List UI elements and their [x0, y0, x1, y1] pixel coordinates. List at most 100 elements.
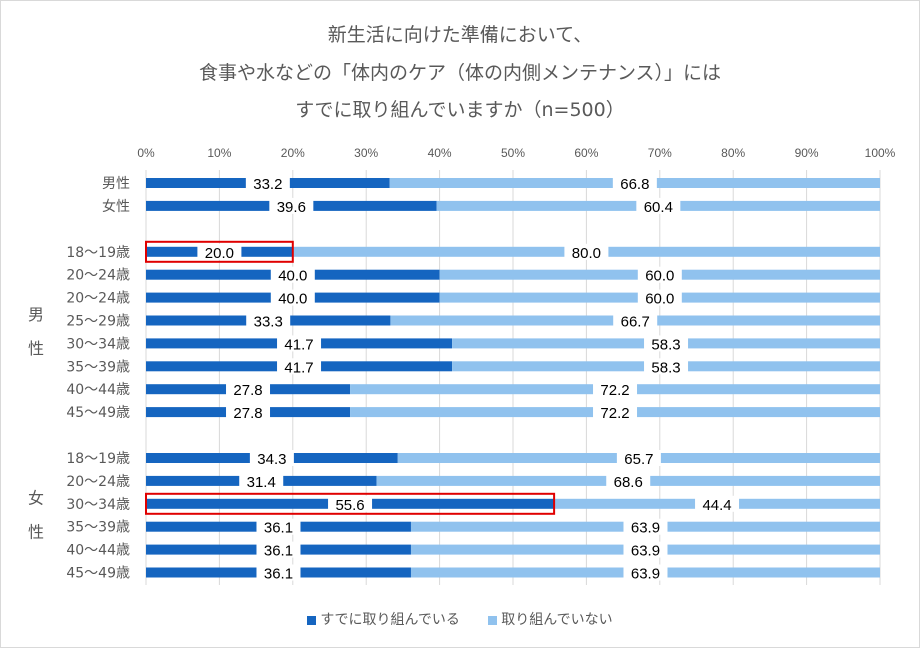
data-label-background	[637, 289, 682, 306]
x-tick-label: 0%	[137, 146, 155, 160]
data-label: 40.0	[278, 268, 307, 285]
data-label-background	[226, 381, 271, 398]
group-label: 性	[28, 522, 44, 541]
category-label: 20〜24歳	[66, 268, 130, 284]
data-label: 68.6	[614, 474, 643, 491]
legend-item-series-2: 取り組んでいない	[488, 609, 613, 629]
data-label-background	[616, 450, 661, 466]
x-tick-label: 80%	[721, 146, 745, 160]
category-label: 男性	[102, 176, 130, 192]
data-label-background	[270, 289, 315, 306]
data-label-background	[256, 564, 301, 581]
data-label: 44.4	[702, 497, 731, 514]
data-label-background	[249, 450, 294, 466]
category-label: 35〜39歳	[66, 520, 130, 536]
category-label: 25〜29歳	[66, 314, 130, 330]
data-label: 60.0	[645, 268, 674, 285]
data-label: 66.7	[621, 314, 650, 331]
data-label-background	[623, 541, 668, 558]
x-tick-label: 50%	[501, 146, 525, 160]
data-label: 72.2	[600, 382, 629, 399]
data-label: 60.0	[645, 291, 674, 308]
data-label: 80.0	[572, 245, 601, 262]
data-label: 41.7	[284, 336, 313, 353]
legend: すでに取り組んでいる 取り組んでいない	[0, 609, 920, 629]
data-label: 63.9	[631, 520, 660, 537]
data-label-background	[256, 518, 301, 535]
category-label: 35〜39歳	[66, 359, 130, 375]
data-label: 63.9	[631, 543, 660, 560]
data-label-background	[277, 358, 322, 375]
data-label-background	[256, 541, 301, 558]
data-label: 63.9	[631, 566, 660, 583]
category-label: 女性	[102, 198, 130, 215]
x-tick-label: 30%	[354, 146, 378, 160]
data-label-background	[593, 404, 638, 421]
data-label-background	[612, 175, 657, 191]
chart-title-line-3: すでに取り組んでいますか（n=500）	[295, 99, 625, 121]
x-tick-label: 60%	[574, 146, 598, 160]
data-label: 33.3	[254, 314, 283, 331]
legend-item-series-1: すでに取り組んでいる	[307, 609, 460, 629]
data-label: 66.8	[620, 176, 649, 193]
data-label: 58.3	[651, 359, 680, 376]
x-tick-label: 10%	[207, 146, 231, 160]
category-label: 45〜49歳	[66, 405, 130, 421]
data-label: 72.2	[600, 405, 629, 422]
category-label: 18〜19歳	[66, 451, 130, 467]
data-label: 40.0	[278, 291, 307, 308]
data-label-background	[277, 335, 322, 352]
data-label: 36.1	[264, 520, 293, 537]
data-label-background	[606, 472, 651, 489]
group-label: 女	[28, 488, 44, 507]
data-label-background	[613, 312, 658, 329]
data-label-background	[695, 495, 740, 512]
data-label: 41.7	[284, 359, 313, 376]
highlight-box	[145, 492, 556, 515]
data-label-background	[246, 312, 291, 329]
legend-swatch	[488, 615, 498, 625]
data-label: 20.0	[205, 245, 234, 262]
data-label: 55.6	[335, 497, 364, 514]
data-label: 39.6	[277, 199, 306, 216]
data-label-background	[644, 335, 689, 352]
data-label: 27.8	[233, 382, 262, 399]
chart-title-line-2: 食事や水などの「体内のケア（体の内側メンテナンス）」には	[198, 62, 722, 84]
category-label: 18〜19歳	[66, 245, 130, 261]
x-tick-label: 90%	[795, 146, 819, 160]
legend-swatch	[307, 615, 317, 625]
data-label-background	[245, 175, 290, 191]
data-label: 33.2	[253, 176, 282, 193]
category-label: 20〜24歳	[66, 474, 130, 490]
data-label-background	[269, 197, 314, 214]
data-label-background	[623, 518, 668, 535]
data-label-background	[226, 404, 271, 421]
data-label-background	[564, 243, 609, 260]
data-label-background	[623, 564, 668, 581]
x-tick-label: 40%	[428, 146, 452, 160]
legend-label: すでに取り組んでいる	[320, 612, 460, 628]
highlight-box	[145, 240, 294, 263]
category-label: 45〜49歳	[66, 566, 130, 582]
category-label: 40〜44歳	[66, 382, 130, 398]
category-label: 30〜34歳	[66, 336, 130, 352]
chart-title-line-1: 新生活に向けた準備において、	[327, 24, 593, 46]
data-label-background	[644, 358, 689, 375]
data-label-background	[636, 197, 681, 214]
data-label: 27.8	[233, 405, 262, 422]
x-tick-label: 100%	[865, 146, 896, 160]
data-label: 36.1	[264, 543, 293, 560]
category-label: 40〜44歳	[66, 543, 130, 559]
category-label: 30〜34歳	[66, 497, 130, 513]
data-label: 34.3	[257, 451, 286, 468]
data-label-background	[637, 266, 682, 283]
group-label: 男	[28, 305, 44, 324]
data-label-background	[328, 495, 373, 512]
data-label-background	[239, 472, 284, 489]
data-label: 58.3	[651, 336, 680, 353]
data-label: 31.4	[247, 474, 276, 491]
data-label-background	[593, 381, 638, 398]
x-tick-label: 70%	[648, 146, 672, 160]
group-label: 性	[28, 339, 44, 358]
